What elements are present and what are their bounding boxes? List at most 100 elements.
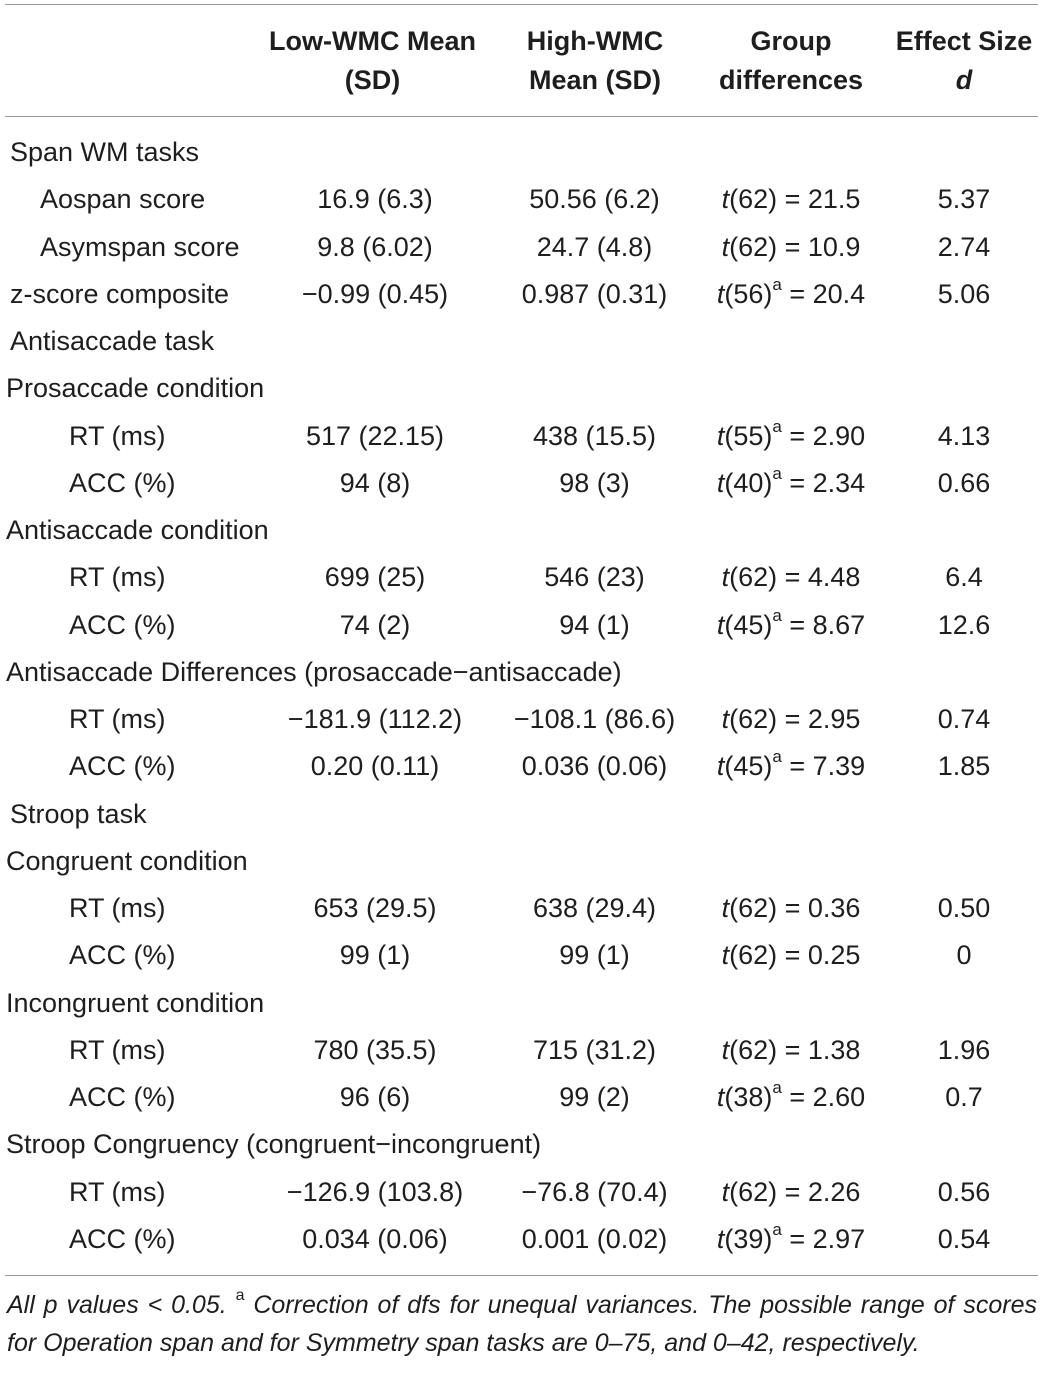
cell-low-wmc: 94 (8) [339,467,411,498]
cell-high-wmc: 0.001 (0.02) [521,1223,668,1254]
table-top-rule [5,4,1038,5]
degrees-of-freedom: (62) [729,1034,778,1065]
cell-low-wmc: 699 (25) [324,562,426,593]
table-footnote: All p values < 0.05. a Correction of dfs… [7,1286,1037,1362]
footnote-text-1: All p values < 0.05. [7,1291,236,1319]
row-label: Antisaccade task [10,326,215,356]
header-low-line1: Low-WMC Mean [269,26,476,56]
cell-group-difference: t(55)a = 2.90 [702,413,880,460]
stat-value: = 2.34 [781,467,866,498]
table-row: ACC (%) 0.20 (0.11) 0.036 (0.06) t(45)a = 7… [0,743,1045,790]
row-label: z-score composite [10,278,230,309]
cell-effect-size: 1.96 [937,1034,991,1065]
row-label: ACC (%) [69,1082,176,1112]
table-row: ACC (%) 94 (8) 98 (3) t(40)a = 2.34 0.66 [0,460,1045,507]
row-label: Span WM tasks [10,137,200,167]
cell-low-wmc: 74 (2) [339,609,411,640]
cell-effect-size: 1.85 [937,751,991,782]
degrees-of-freedom: (39) [724,1223,773,1254]
cell-group-difference: t(45)a = 7.39 [702,743,880,790]
cell-group-difference: t(62) = 2.26 [702,1169,880,1216]
cell-effect-size: 0.56 [937,1176,991,1207]
cell-low-wmc: −181.9 (112.2) [287,704,463,734]
table-row: Prosaccade condition [0,365,1045,412]
degrees-of-freedom: (45) [724,609,773,640]
cell-group-difference: t(62) = 1.38 [702,1027,880,1074]
cell-group-difference: t(45)a = 8.67 [702,602,880,649]
row-label: Stroop task [10,798,147,829]
table-row: Antisaccade task [0,318,1045,365]
table-header-rule [5,116,1038,117]
cell-low-wmc: 96 (6) [339,1082,411,1112]
cell-high-wmc: 94 (1) [559,609,630,640]
cell-low-wmc: 0.034 (0.06) [302,1223,448,1254]
degrees-of-freedom: (62) [729,1176,778,1207]
cell-low-wmc: 653 (29.5) [313,893,437,923]
table-row: RT (ms) 780 (35.5) 715 (31.2) t(62) = 1.38 1… [0,1027,1045,1074]
degrees-of-freedom: (62) [729,893,778,923]
row-label: Incongruent condition [6,987,265,1018]
table-row: Aospan score 16.9 (6.3) 50.56 (6.2) t(62) =… [0,176,1045,223]
stat-symbol: t [716,1082,725,1112]
row-label: ACC (%) [69,467,176,498]
table-row: ACC (%) 96 (6) 99 (2) t(38)a = 2.60 0.7 [0,1074,1045,1121]
degrees-of-freedom: (62) [729,704,778,734]
row-label: Antisaccade condition [6,515,269,545]
table-bottom-rule [5,1275,1038,1276]
degrees-of-freedom: (62) [729,184,778,215]
cell-effect-size: 0.7 [945,1082,983,1112]
cell-group-difference: t(62) = 21.5 [702,176,880,223]
degrees-of-freedom: (62) [729,231,778,262]
correction-superscript: a [772,1078,782,1097]
stat-value: = 0.25 [777,940,861,971]
row-label: RT (ms) [69,562,166,593]
row-label: RT (ms) [69,420,166,451]
cell-high-wmc: 546 (23) [544,562,645,593]
cell-low-wmc: 0.20 (0.11) [310,751,440,782]
stat-value: = 20.4 [781,278,866,309]
stat-symbol: t [721,231,730,262]
cell-effect-size: 6.4 [945,562,983,593]
cell-group-difference: t(62) = 0.25 [702,932,880,979]
row-label: RT (ms) [69,893,166,923]
degrees-of-freedom: (45) [724,751,773,782]
row-label: Congruent condition [6,845,248,876]
header-high-line2: Mean (SD) [528,65,661,95]
cell-effect-size: 0.74 [937,704,991,734]
stat-value: = 0.36 [777,893,861,923]
cell-high-wmc: −76.8 (70.4) [521,1176,668,1207]
cell-effect-size: 5.37 [937,184,991,215]
cell-low-wmc: 16.9 (6.3) [317,184,433,215]
cell-effect-size: 0.54 [937,1223,991,1254]
table-row: Stroop Congruency (congruent−incongruent… [0,1121,1045,1168]
correction-superscript: a [772,747,782,767]
cell-high-wmc: 50.56 (6.2) [529,184,660,215]
stat-value: = 21.5 [777,184,861,215]
header-high-line1: High-WMC [526,26,664,56]
degrees-of-freedom: (40) [724,467,773,498]
cell-high-wmc: −108.1 (86.6) [513,704,676,734]
table-row: Antisaccade condition [0,507,1045,554]
table-row: RT (ms) 653 (29.5) 638 (29.4) t(62) = 0.36 0… [0,885,1045,932]
cell-effect-size: 2.74 [937,231,991,262]
cell-high-wmc: 438 (15.5) [532,420,657,451]
cell-effect-size: 0.66 [937,467,991,498]
cell-high-wmc: 24.7 (4.8) [536,231,653,262]
cell-effect-size: 12.6 [937,609,991,640]
table-row: Antisaccade Differences (prosaccade−anti… [0,649,1045,696]
cell-group-difference: t(38)a = 2.60 [702,1074,880,1121]
stat-symbol: t [716,420,725,451]
degrees-of-freedom: (56) [724,278,773,309]
header-low-wmc: Low-WMC Mean (SD) [255,22,490,100]
table-row: Asymspan score 9.8 (6.02) 24.7 (4.8) t(62) … [0,224,1045,271]
table-row: ACC (%) 0.034 (0.06) 0.001 (0.02) t(39)a = … [0,1216,1045,1263]
degrees-of-freedom: (62) [729,562,778,593]
correction-superscript: a [772,605,782,625]
stat-value: = 2.97 [781,1223,866,1254]
cell-high-wmc: 715 (31.2) [532,1034,657,1065]
cell-group-difference: t(62) = 0.36 [702,885,880,932]
table-row: Congruent condition [0,838,1045,885]
stat-symbol: t [721,1176,730,1207]
stat-symbol: t [721,562,730,593]
stat-value: = 2.60 [781,1082,866,1112]
